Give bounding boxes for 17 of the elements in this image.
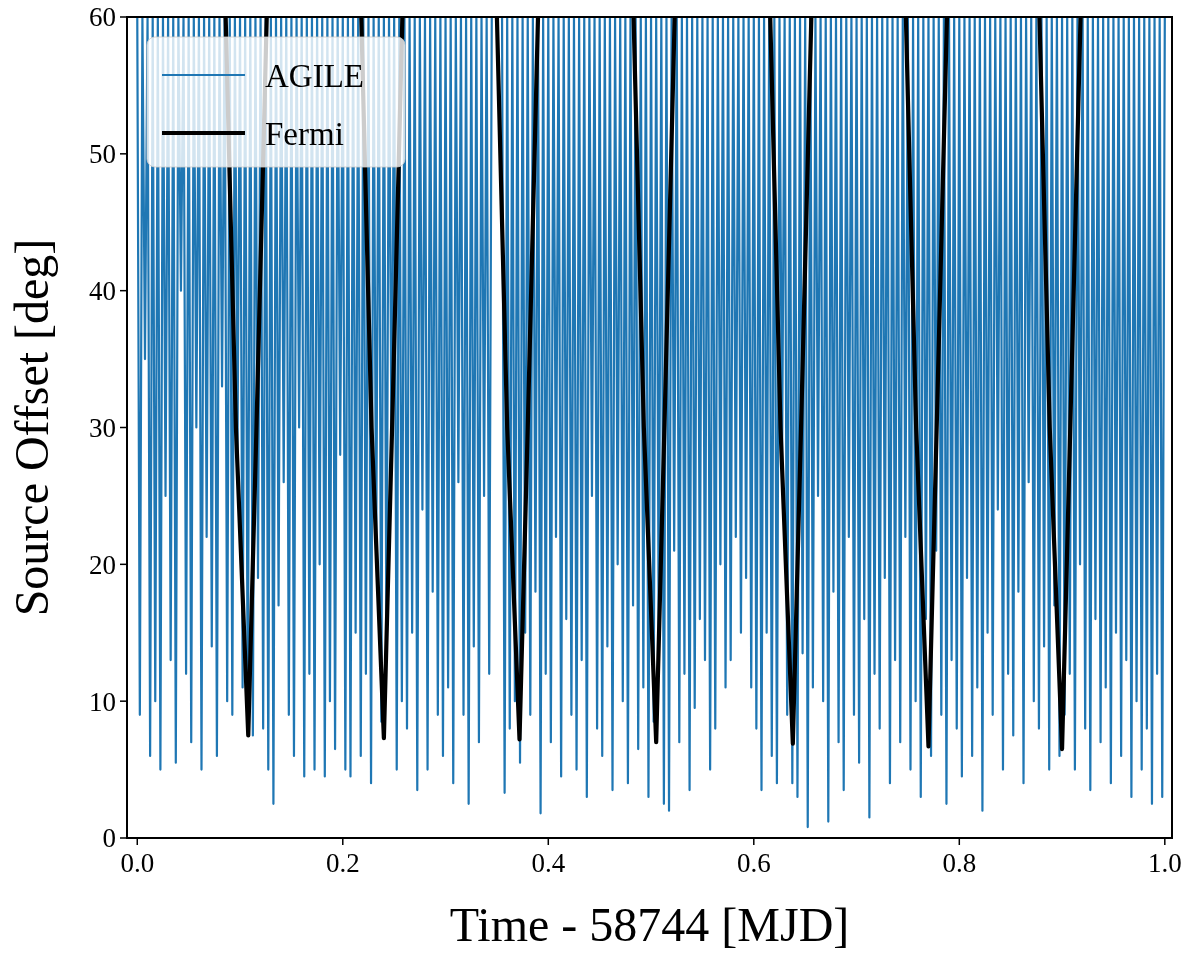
x-tick-label: 0.0 [120, 848, 155, 878]
y-tick-label: 0 [102, 823, 116, 854]
y-tick-label: 60 [89, 2, 116, 33]
y-tick-label: 10 [89, 686, 116, 717]
y-tick-label: 30 [89, 412, 116, 443]
x-axis-title: Time - 58744 [MJD] [449, 898, 850, 951]
x-tick-label: 0.2 [325, 848, 360, 878]
x-tick-label: 1.0 [1147, 848, 1182, 878]
y-tick-label: 50 [89, 139, 116, 170]
y-axis-title: Source Offset [deg] [5, 238, 58, 617]
legend-label: Fermi [265, 115, 344, 152]
y-tick-label: 40 [89, 276, 116, 307]
y-tick-label: 20 [89, 549, 116, 580]
x-tick-label: 0.6 [736, 848, 771, 878]
series-label: AGILE [265, 57, 364, 94]
x-tick-label: 0.4 [531, 848, 566, 878]
x-tick-label: 0.8 [942, 848, 977, 878]
